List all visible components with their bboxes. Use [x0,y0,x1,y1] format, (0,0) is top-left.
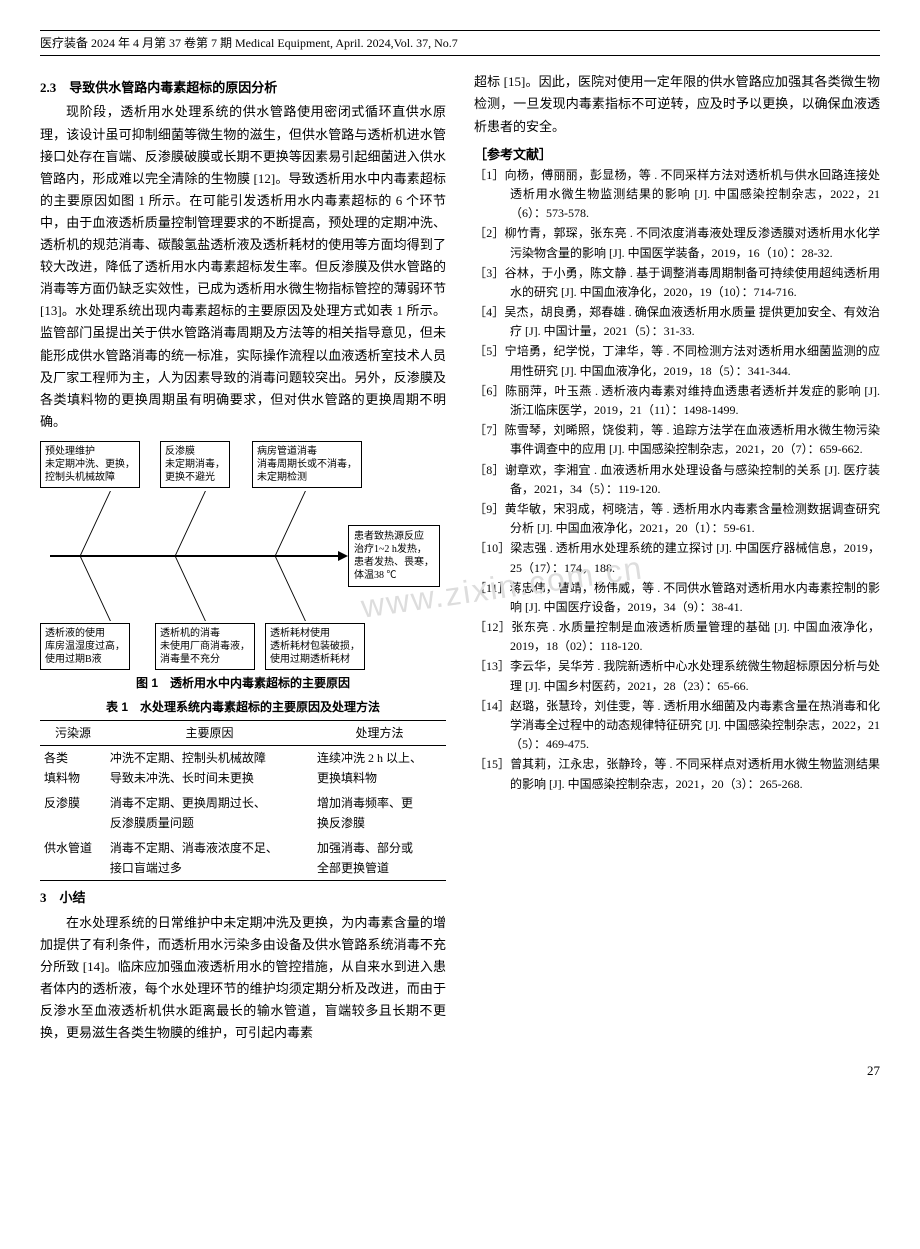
section-3-para: 在水处理系统的日常维护中未定期冲洗及更换，为内毒素含量的增加提供了有利条件，而透… [40,912,446,1045]
table-row: 供水管道 消毒不定期、消毒液浓度不足、接口盲端过多 加强消毒、部分或全部更换管道 [40,836,446,881]
running-head: 医疗装备 2024 年 4 月第 37 卷第 7 期 Medical Equip… [40,30,880,56]
cell: 供水管道 [40,836,106,881]
cause-box: 反渗膜未定期消毒，更换不避光 [160,441,230,488]
references-list: ［1］向杨，傅丽丽，彭显杨，等 . 不同采样方法对透析机与供水回路连接处透析用水… [474,166,880,794]
bone [275,491,306,555]
section-2-3-head: 2.3 导致供水管路内毒素超标的原因分析 [40,77,446,99]
reference-item: ［9］黄华敏，宋羽成，柯晓洁，等 . 透析用水内毒素含量检测数据调查研究分析 [… [474,500,880,538]
reference-item: ［14］赵璐，张慧玲，刘佳雯，等 . 透析用水细菌及内毒素含量在热消毒和化学消毒… [474,697,880,755]
cell: 消毒不定期、消毒液浓度不足、接口盲端过多 [106,836,313,881]
reference-item: ［6］陈丽萍，叶玉燕 . 透析液内毒素对维持血透患者透析并发症的影响 [J]. … [474,382,880,420]
table-row: 各类填料物 冲洗不定期、控制头机械故障导致未冲洗、长时间未更换 连续冲洗 2 h… [40,746,446,791]
cell: 加强消毒、部分或全部更换管道 [313,836,446,881]
cell: 反渗膜 [40,791,106,836]
table-1: 污染源 主要原因 处理方法 各类填料物 冲洗不定期、控制头机械故障导致未冲洗、长… [40,720,446,882]
reference-item: ［15］曾其莉，江永忠，张静玲，等 . 不同采样点对透析用水微生物监测结果的影响… [474,755,880,793]
col-header: 处理方法 [313,720,446,745]
reference-item: ［13］李云华，吴华芳 . 我院新透析中心水处理系统微生物超标原因分析与处理 [… [474,657,880,695]
bone [175,557,206,621]
figure-1-caption: 图 1 透析用水中内毒素超标的主要原因 [40,673,446,693]
cell: 连续冲洗 2 h 以上、更换填料物 [313,746,446,791]
reference-item: ［7］陈雪琴，刘晞照，饶俊莉，等 . 追踪方法学在血液透析用水微生物污染事件调查… [474,421,880,459]
reference-item: ［2］柳竹青，郭琛，张东亮 . 不同浓度消毒液处理反渗透膜对透析用水化学污染物含… [474,224,880,262]
bone [275,557,306,621]
effect-box: 患者致热源反应治疗1~2 h发热，患者发热、畏寒，体温38 ℃ [348,525,440,587]
reference-item: ［1］向杨，傅丽丽，彭显杨，等 . 不同采样方法对透析机与供水回路连接处透析用水… [474,166,880,224]
table-row: 反渗膜 消毒不定期、更换周期过长、反渗膜质量问题 增加消毒频率、更换反渗膜 [40,791,446,836]
cause-box: 透析液的使用库房温湿度过高，使用过期B液 [40,623,130,670]
two-column-layout: 2.3 导致供水管路内毒素超标的原因分析 现阶段，透析用水处理系统的供水管路使用… [40,71,880,1044]
section-2-3-para: 现阶段，透析用水处理系统的供水管路使用密闭式循环直供水原理，该设计虽可抑制细菌等… [40,101,446,432]
cell: 各类填料物 [40,746,106,791]
cause-box: 透析耗材使用透析耗材包装破损，使用过期透析耗材 [265,623,365,670]
figure-1: 预处理维护未定期冲洗、更换，控制头机械故障 反渗膜未定期消毒，更换不避光 病房管… [40,441,446,693]
continuation-para: 超标 [15]。因此，医院对使用一定年限的供水管路应加强其各类微生物检测，一旦发… [474,71,880,137]
page-number: 27 [40,1060,880,1082]
cell: 消毒不定期、更换周期过长、反渗膜质量问题 [106,791,313,836]
references-head: ［参考文献］ [474,144,880,166]
cell: 增加消毒频率、更换反渗膜 [313,791,446,836]
fishbone-diagram: 预处理维护未定期冲洗、更换，控制头机械故障 反渗膜未定期消毒，更换不避光 病房管… [40,441,446,671]
reference-item: ［3］谷林，于小勇，陈文静 . 基于调整消毒周期制备可持续使用超纯透析用水的研究… [474,264,880,302]
fishbone-arrow [338,551,348,561]
table-1-caption: 表 1 水处理系统内毒素超标的主要原因及处理方法 [40,697,446,717]
bone [80,557,111,621]
reference-item: ［12］张东亮 . 水质量控制是血液透析质量管理的基础 [J]. 中国血液净化，… [474,618,880,656]
fishbone-spine [50,555,340,557]
section-3-head: 3 小结 [40,887,446,909]
right-column: 超标 [15]。因此，医院对使用一定年限的供水管路应加强其各类微生物检测，一旦发… [474,71,880,1044]
col-header: 主要原因 [106,720,313,745]
cause-box: 病房管道消毒消毒周期长或不消毒，未定期检测 [252,441,362,488]
left-column: 2.3 导致供水管路内毒素超标的原因分析 现阶段，透析用水处理系统的供水管路使用… [40,71,446,1044]
reference-item: ［4］吴杰，胡良勇，郑春雄 . 确保血液透析用水质量 提供更加安全、有效治疗 [… [474,303,880,341]
reference-item: ［11］蒋忠伟，曹靖，杨伟威，等 . 不同供水管路对透析用水内毒素控制的影响 [… [474,579,880,617]
table-header-row: 污染源 主要原因 处理方法 [40,720,446,745]
cause-box: 预处理维护未定期冲洗、更换，控制头机械故障 [40,441,140,488]
cell: 冲洗不定期、控制头机械故障导致未冲洗、长时间未更换 [106,746,313,791]
col-header: 污染源 [40,720,106,745]
bone [175,491,206,555]
table-body: 各类填料物 冲洗不定期、控制头机械故障导致未冲洗、长时间未更换 连续冲洗 2 h… [40,746,446,881]
reference-item: ［5］宁培勇，纪学悦，丁津华，等 . 不同检测方法对透析用水细菌监测的应用性研究… [474,342,880,380]
reference-item: ［8］谢章欢，李湘宜 . 血液透析用水处理设备与感染控制的关系 [J]. 医疗装… [474,461,880,499]
reference-item: ［10］梁志强 . 透析用水处理系统的建立探讨 [J]. 中国医疗器械信息，20… [474,539,880,577]
bone [80,491,111,555]
cause-box: 透析机的消毒未使用厂商消毒液，消毒量不充分 [155,623,255,670]
